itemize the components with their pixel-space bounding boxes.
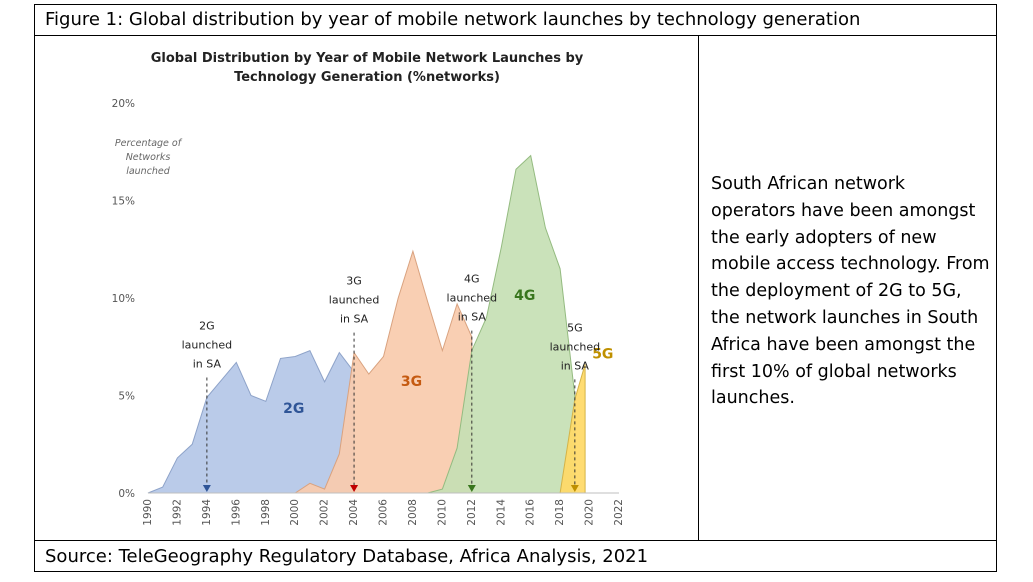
side-text: South African network operators have bee… xyxy=(711,174,990,409)
chart-title-line: Technology Generation (%networks) xyxy=(234,70,500,85)
annotation-2G-sa-text: launched xyxy=(182,338,233,351)
x-tick-label: 1990 xyxy=(142,499,154,526)
chart-cell: Global Distribution by Year of Mobile Ne… xyxy=(35,36,699,540)
y-axis-label-line: launched xyxy=(126,166,171,177)
y-axis-label-line: Percentage of xyxy=(115,138,183,149)
annotation-3G-sa-text: 3G xyxy=(346,275,362,288)
chart-title-line: Global Distribution by Year of Mobile Ne… xyxy=(151,51,584,66)
series-area-3G xyxy=(294,249,473,494)
series-label-4G: 4G xyxy=(514,288,535,304)
series-area-4G xyxy=(427,154,576,494)
annotation-5G-sa-arrowhead xyxy=(570,485,579,492)
y-axis-label-line: Networks xyxy=(126,152,171,163)
annotation-3G-sa-arrowhead xyxy=(350,485,359,492)
series-label-3G: 3G xyxy=(401,374,422,390)
x-tick-label: 1998 xyxy=(260,499,272,526)
figure-title: Figure 1: Global distribution by year of… xyxy=(35,5,996,36)
chart: Global Distribution by Year of Mobile Ne… xyxy=(112,51,625,526)
x-tick-label: 2004 xyxy=(348,499,360,526)
annotation-2G-sa-text: in SA xyxy=(193,357,222,370)
x-tick-label: 2006 xyxy=(378,499,390,526)
source-note: Source: TeleGeography Regulatory Databas… xyxy=(35,540,996,572)
series-area-2G xyxy=(147,349,355,494)
annotation-5G-sa-text: 5G xyxy=(567,321,583,334)
annotation-5G-sa-text: in SA xyxy=(561,359,590,372)
annotation-4G-sa-text: launched xyxy=(447,292,498,305)
x-tick-label: 1996 xyxy=(230,499,242,526)
annotation-2G-sa-text: 2G xyxy=(199,319,215,332)
x-tick-label: 1994 xyxy=(201,499,213,526)
y-tick-label: 20% xyxy=(112,98,135,110)
annotation-3G-sa-text: launched xyxy=(329,294,380,307)
y-tick-label: 10% xyxy=(112,293,135,305)
annotation-4G-sa-text: in SA xyxy=(458,311,487,324)
x-tick-label: 2000 xyxy=(289,499,301,526)
x-tick-label: 2012 xyxy=(466,499,478,526)
annotation-2G-sa-arrowhead xyxy=(202,485,211,492)
y-tick-label: 15% xyxy=(112,196,135,208)
x-tick-label: 2018 xyxy=(554,499,566,526)
series-label-5G: 5G xyxy=(592,346,613,362)
x-tick-label: 2008 xyxy=(407,499,419,526)
annotation-3G-sa-text: in SA xyxy=(340,313,369,326)
x-tick-label: 2002 xyxy=(319,499,331,526)
x-tick-label: 2022 xyxy=(613,499,625,526)
figure-frame: Figure 1: Global distribution by year of… xyxy=(34,4,997,572)
x-tick-label: 2016 xyxy=(525,499,537,526)
annotation-5G-sa-text: launched xyxy=(550,340,601,353)
y-tick-label: 0% xyxy=(118,488,135,500)
x-tick-label: 2014 xyxy=(495,499,507,526)
annotation-4G-sa-text: 4G xyxy=(464,273,480,286)
x-tick-label: 1992 xyxy=(171,499,183,526)
annotation-4G-sa-arrowhead xyxy=(467,485,476,492)
x-tick-label: 2020 xyxy=(584,499,596,526)
x-tick-label: 2010 xyxy=(436,499,448,526)
series-label-2G: 2G xyxy=(283,401,304,417)
y-tick-label: 5% xyxy=(118,391,135,403)
